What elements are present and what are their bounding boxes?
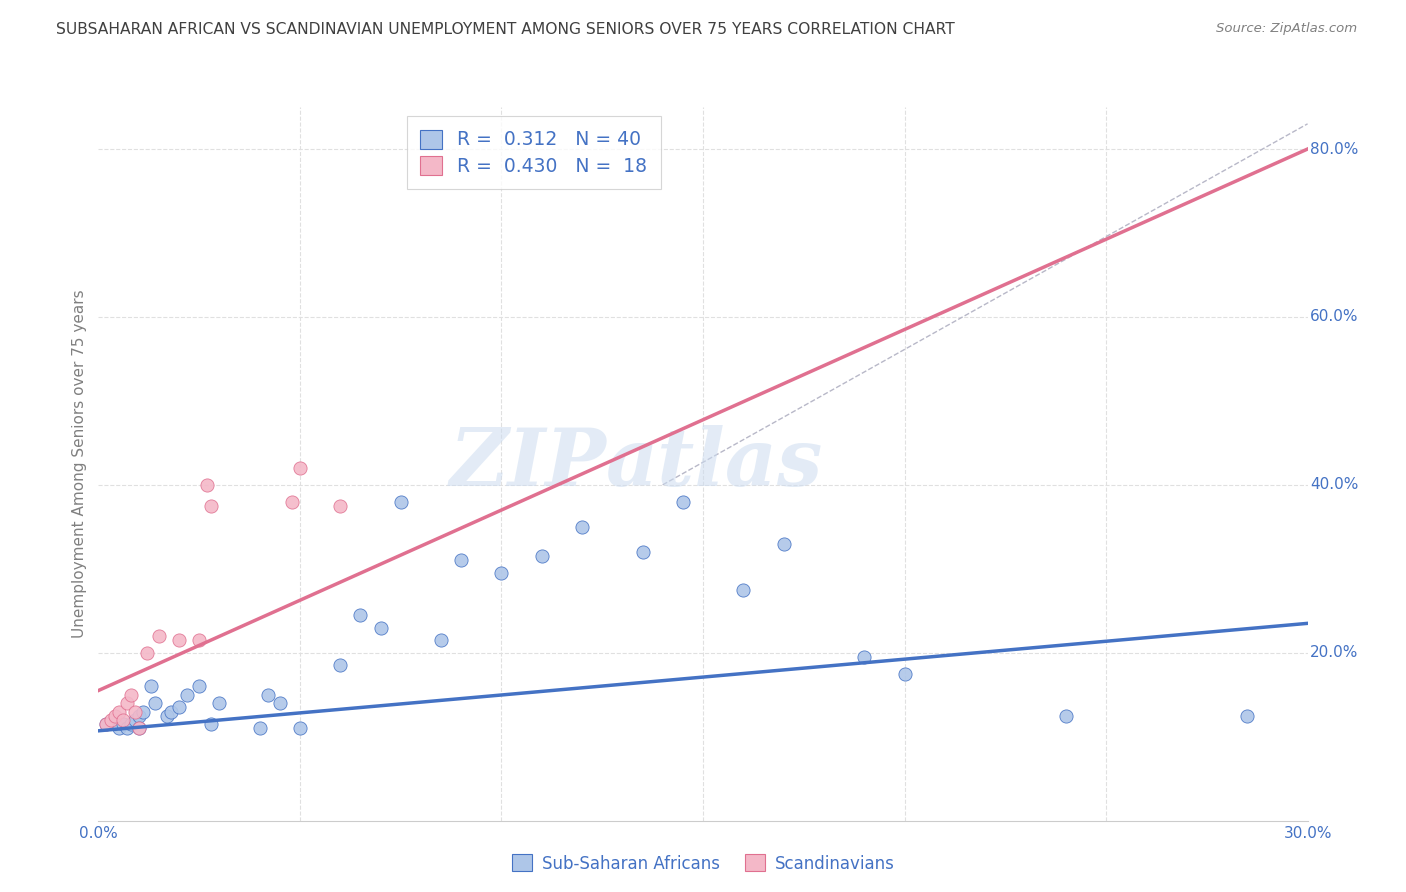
Text: 60.0%: 60.0%: [1310, 310, 1358, 325]
Point: [430, 633, 453, 648]
Point: [631, 545, 654, 559]
Point: [156, 708, 179, 723]
Point: [111, 713, 134, 727]
Point: [1054, 708, 1077, 723]
Point: [167, 700, 190, 714]
Point: [733, 582, 755, 597]
Text: Source: ZipAtlas.com: Source: ZipAtlas.com: [1216, 22, 1357, 36]
Point: [188, 679, 211, 693]
Point: [100, 713, 122, 727]
Point: [120, 688, 142, 702]
Text: 20.0%: 20.0%: [1310, 645, 1358, 660]
Point: [132, 705, 155, 719]
Point: [160, 705, 183, 719]
Point: [111, 717, 134, 731]
Point: [200, 717, 222, 731]
Point: [96, 717, 118, 731]
Point: [143, 696, 166, 710]
Text: ZIP: ZIP: [450, 425, 606, 502]
Point: [450, 553, 472, 567]
Point: [103, 717, 125, 731]
Point: [115, 721, 138, 735]
Point: [530, 549, 553, 564]
Point: [195, 478, 218, 492]
Point: [124, 705, 146, 719]
Point: [128, 721, 150, 735]
Point: [120, 717, 142, 731]
Point: [208, 696, 231, 710]
Point: [148, 629, 170, 643]
Point: [249, 721, 271, 735]
Point: [329, 658, 352, 673]
Point: [124, 713, 146, 727]
Point: [103, 708, 125, 723]
Point: [893, 666, 915, 681]
Point: [571, 520, 593, 534]
Legend: R =  0.312   N = 40, R =  0.430   N =  18: R = 0.312 N = 40, R = 0.430 N = 18: [406, 117, 661, 189]
Point: [1236, 708, 1258, 723]
Point: [139, 679, 162, 693]
Point: [491, 566, 513, 580]
Point: [269, 696, 291, 710]
Text: 80.0%: 80.0%: [1310, 142, 1358, 156]
Point: [188, 633, 211, 648]
Point: [115, 696, 138, 710]
Point: [107, 721, 129, 735]
Point: [167, 633, 190, 648]
Point: [135, 646, 157, 660]
Point: [370, 621, 392, 635]
Point: [96, 717, 118, 731]
Point: [288, 721, 311, 735]
Point: [128, 721, 150, 735]
Point: [256, 688, 278, 702]
Text: atlаs: atlаs: [606, 425, 824, 502]
Point: [200, 499, 222, 513]
Text: SUBSAHARAN AFRICAN VS SCANDINAVIAN UNEMPLOYMENT AMONG SENIORS OVER 75 YEARS CORR: SUBSAHARAN AFRICAN VS SCANDINAVIAN UNEMP…: [56, 22, 955, 37]
Point: [128, 708, 150, 723]
Text: 40.0%: 40.0%: [1310, 477, 1358, 492]
Point: [107, 705, 129, 719]
Point: [349, 607, 371, 622]
Point: [288, 461, 311, 475]
Y-axis label: Unemployment Among Seniors over 75 years: Unemployment Among Seniors over 75 years: [72, 290, 87, 638]
Point: [389, 494, 412, 508]
Point: [281, 494, 304, 508]
Point: [772, 536, 794, 550]
Point: [176, 688, 198, 702]
Point: [853, 649, 876, 664]
Point: [672, 494, 695, 508]
Legend: Sub-Saharan Africans, Scandinavians: Sub-Saharan Africans, Scandinavians: [505, 847, 901, 880]
Point: [329, 499, 352, 513]
